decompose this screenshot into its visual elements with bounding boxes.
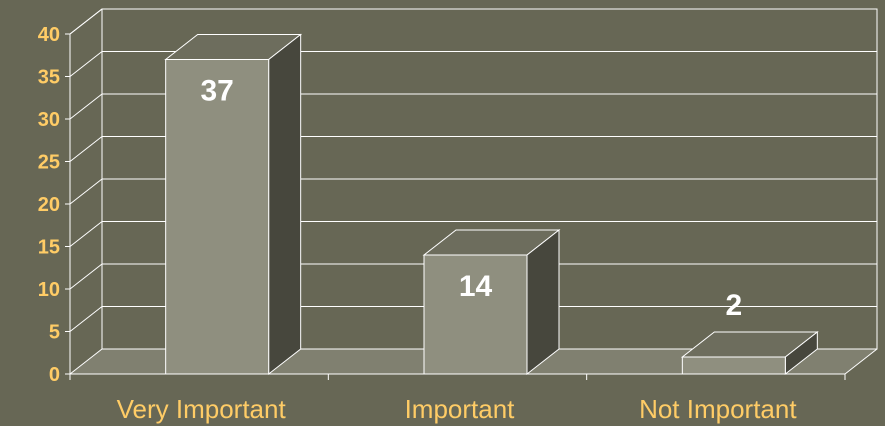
data-label: 14 [459,270,493,303]
gridline-diagonal [69,178,103,205]
x-tick-label: Important [405,394,516,424]
gridline-diagonal [69,51,103,77]
gridline-diagonal [69,348,103,375]
gridline-diagonal [69,263,103,290]
x-tick-label: Very Important [117,394,287,424]
y-tick-label: 15 [38,237,60,259]
gridline-diagonal [69,306,103,332]
bar-side [268,33,302,376]
y-tick-label: 20 [38,194,60,216]
bar [165,59,270,375]
gridline-diagonal [69,93,103,120]
y-tick-label: 0 [49,364,60,386]
y-tick-label: 10 [38,279,60,301]
gridline-diagonal [69,136,103,162]
y-tick-label: 30 [38,109,60,131]
data-label: 2 [725,289,742,322]
bar [423,254,528,375]
x-axis-right-edge [844,348,878,375]
y-tick-label: 35 [38,67,60,89]
y-tick-label: 40 [38,24,60,46]
y-tick-label: 25 [38,152,60,174]
bar-side [526,228,560,376]
x-tick-label: Not Important [639,394,797,424]
data-label: 37 [200,75,233,108]
gridline-diagonal [69,8,103,35]
bar [681,356,786,375]
gridline-diagonal [69,221,103,247]
y-tick-label: 5 [49,322,60,344]
